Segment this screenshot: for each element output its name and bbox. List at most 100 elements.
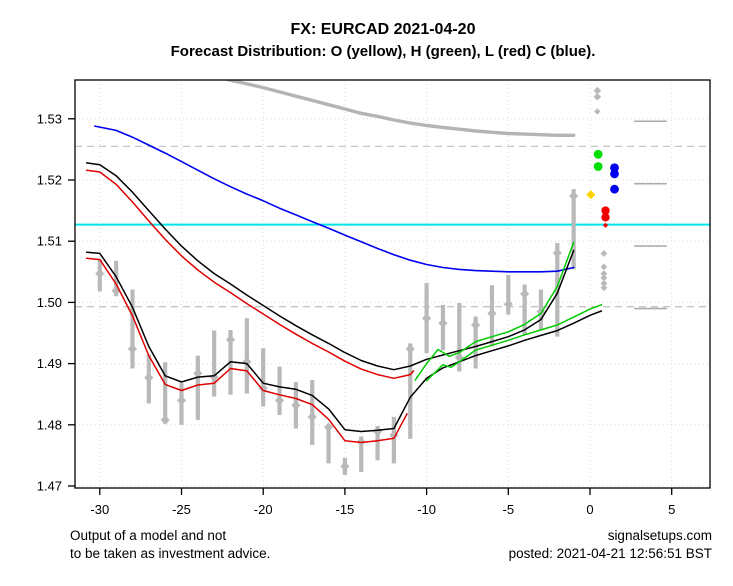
- candle-mid-diamond: [258, 383, 268, 393]
- candle: [569, 189, 579, 270]
- y-tick-label: 1.48: [37, 417, 62, 432]
- candle-mid-diamond: [274, 395, 285, 405]
- x-tick-label: -15: [336, 502, 355, 517]
- forecast-dot: [593, 92, 602, 101]
- candle-mid-diamond: [95, 269, 105, 279]
- candle: [144, 354, 154, 404]
- series-green-lower: [425, 304, 603, 382]
- candle-mid-diamond: [160, 415, 170, 425]
- y-tick-label: 1.50: [37, 295, 62, 310]
- forecast-dot: [600, 270, 608, 278]
- chart-content: -30 -25 -20 -15 -10 -5 0 51.471.481.491.501.511…: [37, 79, 711, 517]
- candle: [307, 380, 317, 445]
- candle-mid-diamond: [209, 372, 219, 382]
- chart-subtitle: Forecast Distribution: O (yellow), H (gr…: [171, 43, 596, 60]
- dashed-reference-lines: [75, 145, 710, 308]
- candle-mid-diamond: [307, 412, 317, 422]
- series-black-lower: [85, 251, 603, 433]
- candle-mid-diamond: [372, 426, 383, 437]
- forecast-dot: [610, 163, 619, 173]
- x-tick-label: -30: [90, 502, 109, 517]
- candle-mid-diamond: [536, 306, 546, 317]
- candle: [111, 260, 121, 297]
- candle: [536, 289, 546, 330]
- candle-mid-diamond: [176, 395, 187, 405]
- candle-mid-diamond: [487, 308, 497, 319]
- candle-mid-diamond: [225, 335, 236, 345]
- candle-mid-diamond: [127, 344, 138, 354]
- candle: [405, 343, 415, 439]
- chart-title: FX: EURCAD 2021-04-20: [291, 21, 476, 38]
- candle: [422, 282, 432, 354]
- x-tick-label: -5: [503, 502, 515, 517]
- candle-mid-diamond: [193, 368, 203, 378]
- candle-mid-diamond: [422, 313, 432, 323]
- series-red-lower: [85, 257, 408, 444]
- x-axis: -30 -25 -20 -15 -10 -5 0 5: [90, 488, 675, 517]
- candle-mid-diamond: [291, 400, 301, 410]
- candle: [389, 416, 399, 464]
- candle-mid-diamond: [389, 430, 399, 440]
- candle: [95, 259, 105, 292]
- forecast-dot: [600, 263, 608, 271]
- forecast-dot: [600, 280, 608, 287]
- forecast-dot: [610, 184, 619, 194]
- x-tick-label: 0: [586, 502, 593, 517]
- x-gridlines: [99, 80, 673, 488]
- y-tick-label: 1.51: [37, 234, 62, 249]
- posted-timestamp: posted: 2021-04-21 12:56:51 BST: [509, 546, 712, 561]
- y-tick-label: 1.49: [37, 356, 62, 371]
- forecast-dot: [586, 190, 596, 200]
- candle: [209, 330, 219, 397]
- y-tick-label: 1.47: [37, 479, 62, 494]
- y-axis: 1.47 1.48 1.49 1.50 1.51 1.52 1.53: [37, 111, 75, 494]
- forecast-dots: [586, 86, 619, 292]
- forecast-dot: [593, 162, 603, 171]
- candle: [127, 289, 138, 369]
- candle-mid-diamond: [144, 373, 154, 383]
- candle-mid-diamond: [503, 299, 513, 309]
- series-black-upper: [85, 162, 575, 371]
- forecast-dot: [601, 213, 610, 222]
- candle-mid-diamond: [340, 461, 350, 472]
- candle-mid-diamond: [405, 344, 415, 354]
- series-gray-envelope: [223, 80, 576, 138]
- right-level-segments: [634, 120, 667, 310]
- candle-mid-diamond: [520, 289, 530, 299]
- forecast-dot: [594, 108, 601, 115]
- candle-mid-diamond: [111, 286, 121, 296]
- candle-mid-diamond: [471, 320, 481, 330]
- candle-mid-diamond: [552, 248, 562, 258]
- candle: [160, 362, 170, 425]
- plot-border: [74, 79, 711, 489]
- forecast-dot: [602, 222, 609, 228]
- y-tick-label: 1.53: [37, 111, 62, 126]
- x-tick-label: -25: [172, 502, 191, 517]
- x-tick-label: -10: [417, 502, 436, 517]
- series-red-upper: [85, 169, 415, 380]
- site-link: signalsetups.com: [608, 528, 712, 543]
- candle-mid-diamond: [569, 191, 579, 201]
- y-tick-label: 1.52: [37, 173, 62, 188]
- candle: [503, 274, 513, 315]
- candle: [258, 348, 268, 407]
- disclaimer-line1: Output of a model and not: [70, 528, 226, 543]
- candle: [340, 457, 350, 475]
- forecast-dot: [601, 206, 610, 215]
- candle: [552, 243, 562, 337]
- disclaimer-line2: to be taken as investment advice.: [70, 546, 270, 561]
- forecast-dot: [600, 250, 608, 257]
- series-blue-forecast: [94, 125, 575, 273]
- candle: [193, 355, 203, 420]
- candle: [323, 422, 334, 464]
- x-tick-label: -20: [254, 502, 273, 517]
- candle: [242, 318, 252, 394]
- series-green-upper: [414, 241, 575, 381]
- x-tick-label: 5: [668, 502, 675, 517]
- candle: [438, 304, 448, 351]
- candle: [520, 284, 530, 335]
- forecast-dot: [610, 169, 619, 179]
- candle: [454, 303, 464, 372]
